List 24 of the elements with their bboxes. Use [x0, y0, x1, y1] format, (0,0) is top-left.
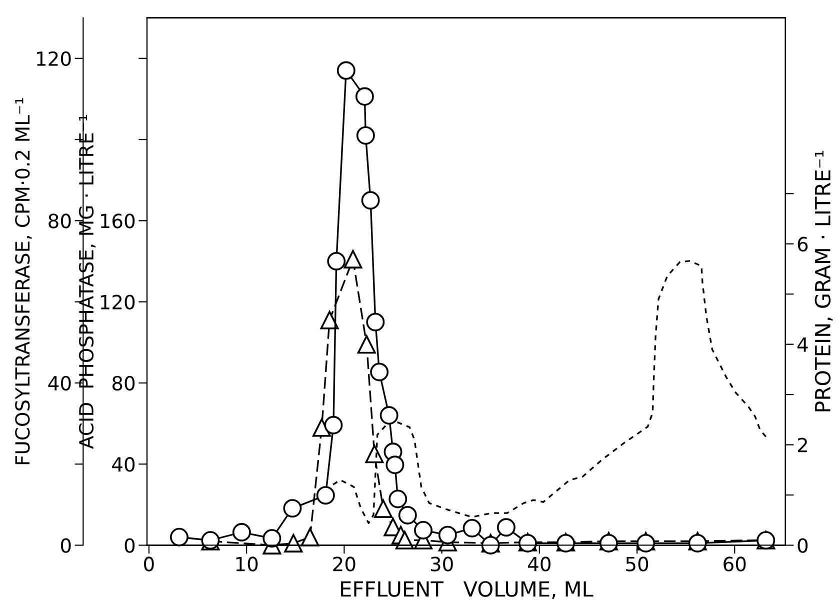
y2-tick-label: 4 — [797, 338, 808, 352]
y3-tick-label: 80 — [48, 214, 71, 228]
y-tick-label: 160 — [100, 214, 135, 228]
y-tick-label: 0 — [124, 538, 135, 553]
x-tick-label: 0 — [144, 556, 154, 572]
y3-tick-label: 0 — [60, 538, 71, 553]
y2-tick-label: 0 — [798, 538, 808, 553]
y2-tick-label: 6 — [798, 236, 808, 252]
y3-tick-label: 40 — [48, 376, 71, 391]
x-tick-label: 40 — [528, 556, 550, 572]
y-tick-label: 120 — [100, 294, 135, 310]
y-tick-label: 40 — [112, 457, 135, 472]
x-tick-label: 60 — [724, 556, 746, 572]
y3-tick-label: 120 — [37, 51, 71, 66]
y3-axis-title: FUCOSYLTRANSFERASE, CPM·0.2 ML⁻¹ — [15, 98, 32, 464]
x-tick-label: 50 — [626, 556, 648, 572]
x-axis-title: EFFLUENT VOLUME, ML — [341, 581, 594, 599]
x-tick-label: 10 — [236, 556, 258, 572]
x-tick-label: 20 — [333, 556, 356, 572]
y2-axis-title: PROTEIN, GRAM · LITRE⁻¹ — [814, 150, 833, 412]
x-tick-label: 30 — [430, 556, 453, 572]
y2-tick-label: 2 — [798, 438, 807, 452]
y-axis-title: ACID PHOSPHATASE, MG · LITRE⁻¹ — [78, 115, 96, 449]
y-tick-label: 80 — [112, 376, 135, 391]
